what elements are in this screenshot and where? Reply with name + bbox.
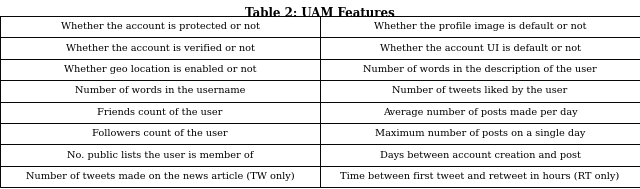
- Text: Maximum number of posts on a single day: Maximum number of posts on a single day: [375, 129, 585, 138]
- Text: Table 2: UAM Features: Table 2: UAM Features: [245, 7, 395, 20]
- Text: Whether the account is verified or not: Whether the account is verified or not: [65, 44, 255, 53]
- Text: No. public lists the user is member of: No. public lists the user is member of: [67, 151, 253, 160]
- Text: Whether the profile image is default or not: Whether the profile image is default or …: [374, 22, 586, 31]
- Text: Number of tweets made on the news article (TW only): Number of tweets made on the news articl…: [26, 172, 294, 181]
- Text: Whether the account is protected or not: Whether the account is protected or not: [61, 22, 259, 31]
- Text: Average number of posts made per day: Average number of posts made per day: [383, 108, 577, 117]
- Text: Days between account creation and post: Days between account creation and post: [380, 151, 580, 160]
- Text: Friends count of the user: Friends count of the user: [97, 108, 223, 117]
- Text: Number of words in the description of the user: Number of words in the description of th…: [363, 65, 597, 74]
- Text: Whether the account UI is default or not: Whether the account UI is default or not: [380, 44, 580, 53]
- Text: Followers count of the user: Followers count of the user: [92, 129, 228, 138]
- Text: Time between first tweet and retweet in hours (RT only): Time between first tweet and retweet in …: [340, 172, 620, 181]
- Text: Number of words in the username: Number of words in the username: [75, 86, 245, 95]
- Text: Number of tweets liked by the user: Number of tweets liked by the user: [392, 86, 568, 95]
- Text: Whether geo location is enabled or not: Whether geo location is enabled or not: [64, 65, 256, 74]
